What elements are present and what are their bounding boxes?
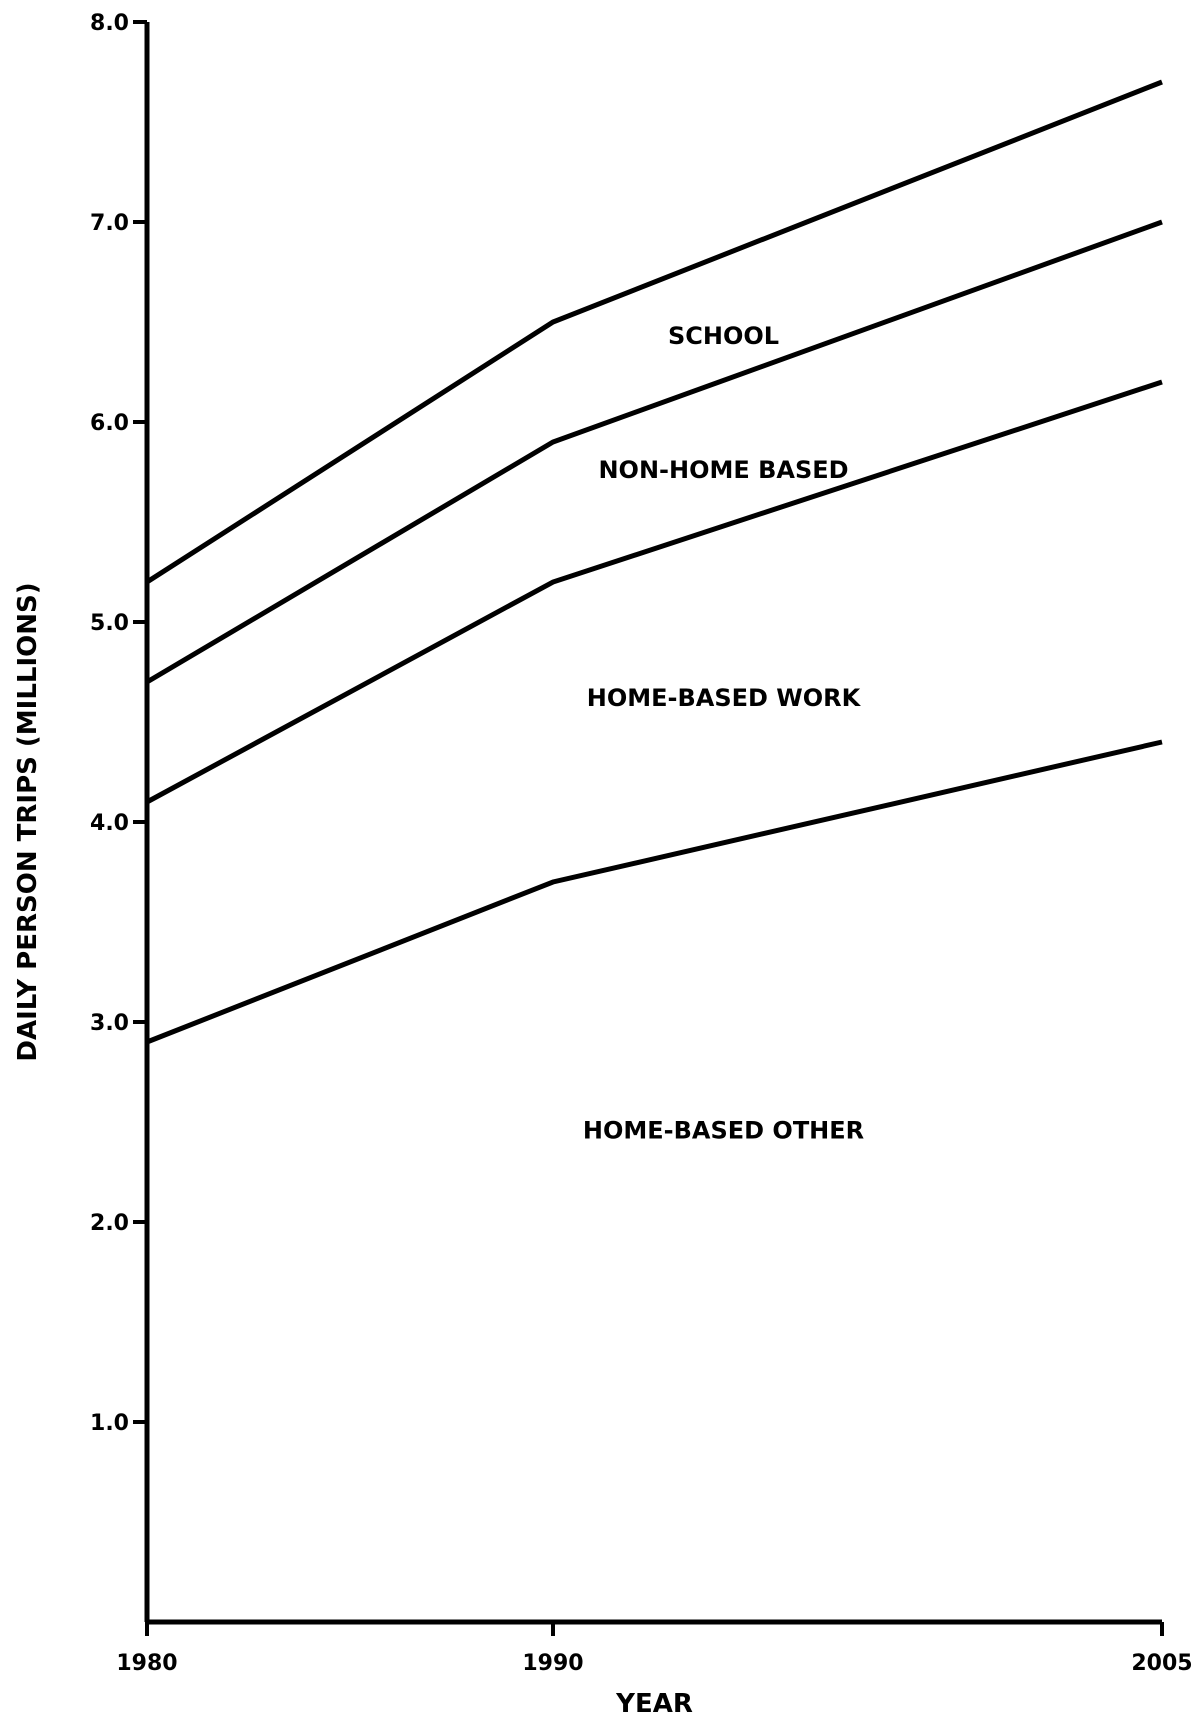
region-label-school: SCHOOL bbox=[668, 322, 779, 350]
y-tick-label: 5.0 bbox=[90, 611, 129, 636]
x-tick-label: 1980 bbox=[116, 1651, 177, 1676]
x-axis-title: YEAR bbox=[615, 1689, 693, 1719]
y-axis-title: DAILY PERSON TRIPS (MILLIONS) bbox=[13, 582, 43, 1061]
y-tick-label: 3.0 bbox=[90, 1011, 129, 1036]
y-ticks: 1.0 2.0 3.0 4.0 5.0 6.0 7.0 8.0 bbox=[90, 11, 147, 1436]
boundary-line-home-based-other bbox=[146, 739, 1163, 1045]
x-tick-label: 1990 bbox=[522, 1651, 583, 1676]
region-label-home-based-other: HOME-BASED OTHER bbox=[583, 1116, 864, 1144]
series-boundaries bbox=[145, 79, 1163, 1045]
boundary-line-home-based-work bbox=[145, 379, 1163, 805]
boundary-line-non-home-based bbox=[145, 219, 1163, 685]
y-tick-label: 6.0 bbox=[90, 411, 129, 436]
y-tick-label: 7.0 bbox=[90, 211, 129, 236]
region-labels: HOME-BASED OTHER HOME-BASED WORK NON-HOME … bbox=[583, 322, 864, 1144]
y-tick-label: 8.0 bbox=[90, 11, 129, 36]
boundary-line-school bbox=[145, 79, 1163, 585]
y-tick-label: 4.0 bbox=[90, 811, 129, 836]
axes bbox=[144, 22, 1162, 1625]
region-label-home-based-work: HOME-BASED WORK bbox=[587, 684, 862, 712]
region-label-non-home-based: NON-HOME BASED bbox=[598, 456, 848, 484]
y-tick-label: 2.0 bbox=[90, 1211, 129, 1236]
y-tick-label: 1.0 bbox=[90, 1411, 129, 1436]
x-ticks: 1980 1990 2005 bbox=[116, 1622, 1193, 1676]
x-tick-label: 2005 bbox=[1131, 1651, 1192, 1676]
